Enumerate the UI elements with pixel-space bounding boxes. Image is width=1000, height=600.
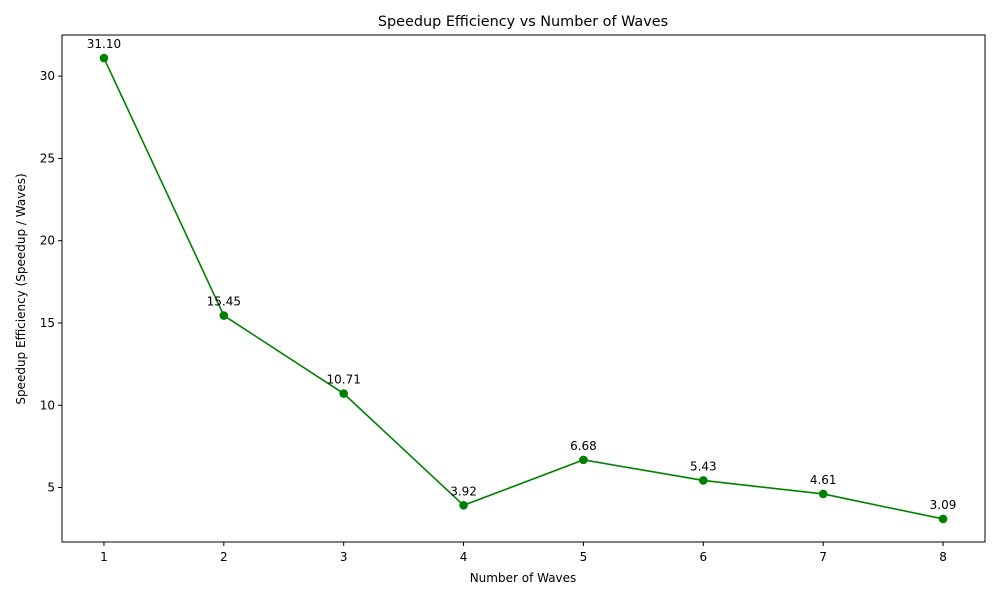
data-point xyxy=(99,53,109,63)
y-axis-ticks: 5 10 15 20 25 30 xyxy=(40,69,62,495)
data-label: 31.10 xyxy=(87,37,121,51)
data-point xyxy=(938,514,948,524)
x-tick-label: 3 xyxy=(340,550,348,564)
x-tick-label: 7 xyxy=(819,550,827,564)
y-tick-label: 25 xyxy=(40,151,55,165)
x-tick-label: 5 xyxy=(580,550,588,564)
chart-title: Speedup Efficiency vs Number of Waves xyxy=(378,14,668,30)
x-tick-label: 4 xyxy=(460,550,468,564)
x-tick-label: 6 xyxy=(699,550,707,564)
data-label: 15.45 xyxy=(207,295,241,309)
data-label: 3.92 xyxy=(450,484,477,498)
x-axis-ticks: 1 2 3 4 5 6 7 8 xyxy=(100,542,947,564)
plot-frame xyxy=(61,34,986,543)
data-label: 4.61 xyxy=(810,473,837,487)
data-point xyxy=(339,389,348,398)
data-point xyxy=(219,311,229,320)
series-group xyxy=(99,53,948,524)
y-tick-label: 20 xyxy=(40,234,55,248)
x-tick-label: 2 xyxy=(220,550,228,564)
y-axis-label: Speedup Efficiency (Speedup / Waves) xyxy=(14,173,28,404)
x-axis-label: Number of Waves xyxy=(470,571,577,585)
data-point xyxy=(818,489,828,499)
x-tick-label: 8 xyxy=(939,550,947,564)
y-tick-label: 15 xyxy=(40,316,55,330)
y-tick-label: 30 xyxy=(40,69,55,83)
data-label: 5.43 xyxy=(690,459,717,473)
series-line xyxy=(103,57,944,520)
data-point xyxy=(579,455,588,465)
data-point xyxy=(459,501,468,510)
y-tick-label: 5 xyxy=(47,481,55,495)
data-label: 6.68 xyxy=(570,439,597,453)
y-tick-label: 10 xyxy=(40,398,55,412)
data-labels: 31.10 15.45 10.71 3.92 6.68 5.43 4.61 3.09 xyxy=(87,37,957,512)
data-label: 3.09 xyxy=(930,498,957,512)
x-tick-label: 1 xyxy=(100,550,108,564)
data-label: 10.71 xyxy=(327,373,361,387)
plot-area xyxy=(61,34,986,543)
data-point xyxy=(699,476,708,485)
